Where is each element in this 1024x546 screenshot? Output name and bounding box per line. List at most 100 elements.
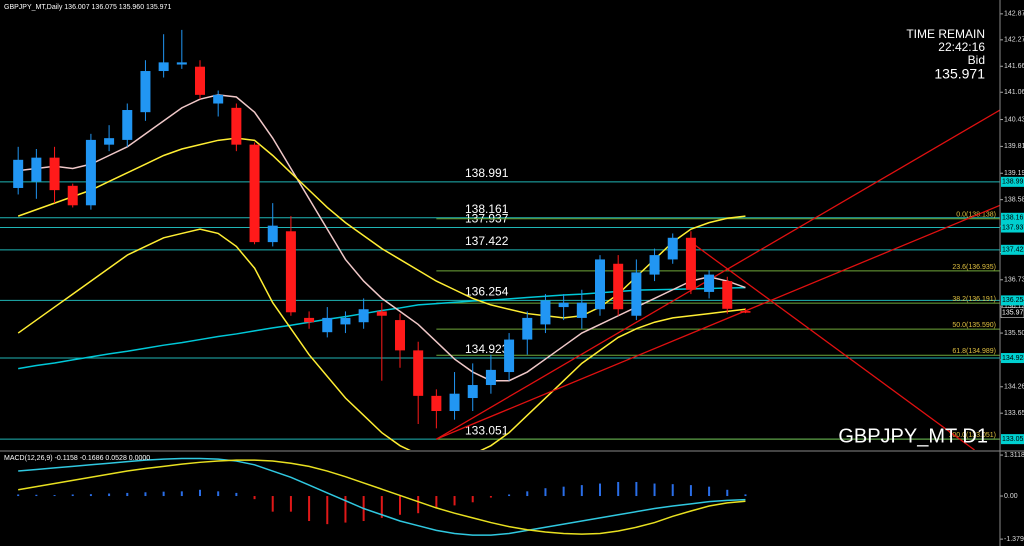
- macd-panel: [17, 457, 747, 536]
- candle-body: [67, 185, 78, 206]
- candle-body: [49, 157, 60, 191]
- histogram-bar: [271, 496, 274, 512]
- histogram-bar: [17, 494, 20, 497]
- level-price-box: [1001, 353, 1024, 364]
- histogram-bar: [53, 495, 56, 497]
- candle-body: [467, 385, 478, 399]
- bid-label: Bid: [968, 53, 985, 67]
- y-tick-label: 139.190: [1004, 170, 1024, 177]
- y-tick-label: 141.660: [1004, 63, 1024, 70]
- y-tick-label: 136.120: [1004, 303, 1024, 310]
- candle-body: [358, 309, 369, 323]
- histogram-bar: [35, 494, 38, 497]
- histogram-bar: [471, 496, 474, 503]
- candle-body: [504, 339, 515, 373]
- y-tick-label: -1.3798: [1004, 536, 1024, 543]
- histogram-bar: [544, 488, 547, 497]
- level-label: 138.161: [465, 202, 509, 216]
- level-price-label: 137.937: [1002, 224, 1024, 231]
- macd-line: [18, 459, 746, 535]
- histogram-bar: [344, 496, 347, 523]
- histogram-bar: [308, 496, 311, 522]
- candle-body: [631, 272, 642, 316]
- timer-time: 22:42:16: [938, 40, 985, 54]
- bid-price-box: [1000, 307, 1024, 318]
- histogram-bar: [708, 486, 711, 497]
- y-tick-label: 0.00: [1004, 493, 1018, 500]
- y-tick-label: 140.430: [1004, 116, 1024, 123]
- candle-body: [158, 62, 169, 72]
- histogram-bar: [199, 489, 201, 497]
- fib-label: 23.6(136.935): [952, 264, 996, 271]
- y-tick-label: 1.3118: [1004, 452, 1024, 459]
- y-tick-label: 133.650: [1004, 410, 1024, 417]
- bid-value: 135.971: [934, 66, 985, 82]
- histogram-bar: [89, 494, 92, 497]
- histogram-bar: [508, 494, 511, 497]
- trendline: [436, 109, 1000, 440]
- level-price-box: [1001, 222, 1024, 233]
- candle-body: [595, 259, 605, 310]
- histogram-bar: [126, 492, 129, 497]
- histogram-bar: [653, 483, 656, 497]
- indicator-line: [17, 228, 746, 450]
- histogram-bar: [180, 491, 183, 497]
- y-tick-label: 136.730: [1004, 277, 1024, 284]
- bid-price-label: 135.971: [1002, 310, 1024, 317]
- candle-body: [195, 66, 205, 95]
- trendline: [690, 241, 975, 450]
- histogram-bar: [417, 496, 420, 514]
- candle-body: [31, 157, 42, 182]
- histogram-bar: [217, 491, 220, 497]
- candle-body: [667, 237, 678, 260]
- level-price-box: [1001, 434, 1024, 445]
- level-price-box: [1001, 295, 1024, 306]
- level-price-label: 133.051: [1002, 436, 1024, 443]
- histogram-bar: [689, 485, 692, 497]
- candle-body: [249, 144, 260, 243]
- candle-body: [304, 317, 315, 323]
- histogram-bar: [671, 484, 674, 497]
- histogram-bar: [399, 496, 401, 515]
- candle-body: [522, 317, 533, 340]
- trendline: [436, 204, 1000, 440]
- candle-body: [704, 274, 715, 292]
- histogram-bar: [562, 486, 565, 497]
- level-price-box: [1001, 212, 1024, 223]
- histogram-bar: [489, 496, 492, 498]
- candle-body: [740, 311, 751, 313]
- level-price-box: [1001, 176, 1024, 187]
- level-price-label: 136.254: [1002, 297, 1024, 304]
- candle-body: [340, 317, 351, 325]
- candle-body: [322, 317, 333, 333]
- chart-header: GBPJPY_MT,Daily 136.007 136.075 135.960 …: [4, 4, 171, 11]
- indicator-line: [17, 137, 746, 319]
- candle-body: [431, 395, 442, 412]
- y-tick-label: 135.500: [1004, 330, 1024, 337]
- histogram-bar: [580, 485, 583, 497]
- candle-body: [722, 281, 733, 309]
- histogram-bar: [253, 496, 256, 500]
- indicator-line: [18, 94, 746, 382]
- candle-body: [558, 302, 569, 308]
- fib-label: 61.8(134.989): [952, 348, 996, 355]
- histogram-bar: [235, 492, 238, 497]
- histogram-bar: [635, 481, 638, 497]
- candle-body: [176, 62, 187, 65]
- histogram-bar: [726, 489, 729, 497]
- macd-header: MACD(12,26,9) -0.1158 -0.1686 0.0528 0.0…: [4, 455, 150, 462]
- candle-body: [485, 369, 496, 386]
- histogram-bar: [435, 496, 438, 509]
- candle-body: [122, 110, 133, 140]
- histogram-bar: [617, 481, 620, 497]
- level-price-label: 134.923: [1002, 355, 1024, 362]
- candle-body: [285, 231, 296, 313]
- level-price-label: 138.991: [1002, 179, 1024, 186]
- candle-body: [413, 350, 424, 396]
- y-tick-label: 138.580: [1004, 197, 1024, 204]
- candle-body: [613, 263, 624, 310]
- axes: 142.870 142.270 141.660 141.060 140.430 139.8…: [1000, 11, 1024, 543]
- candle-body: [231, 107, 242, 145]
- histogram-bar: [599, 483, 601, 497]
